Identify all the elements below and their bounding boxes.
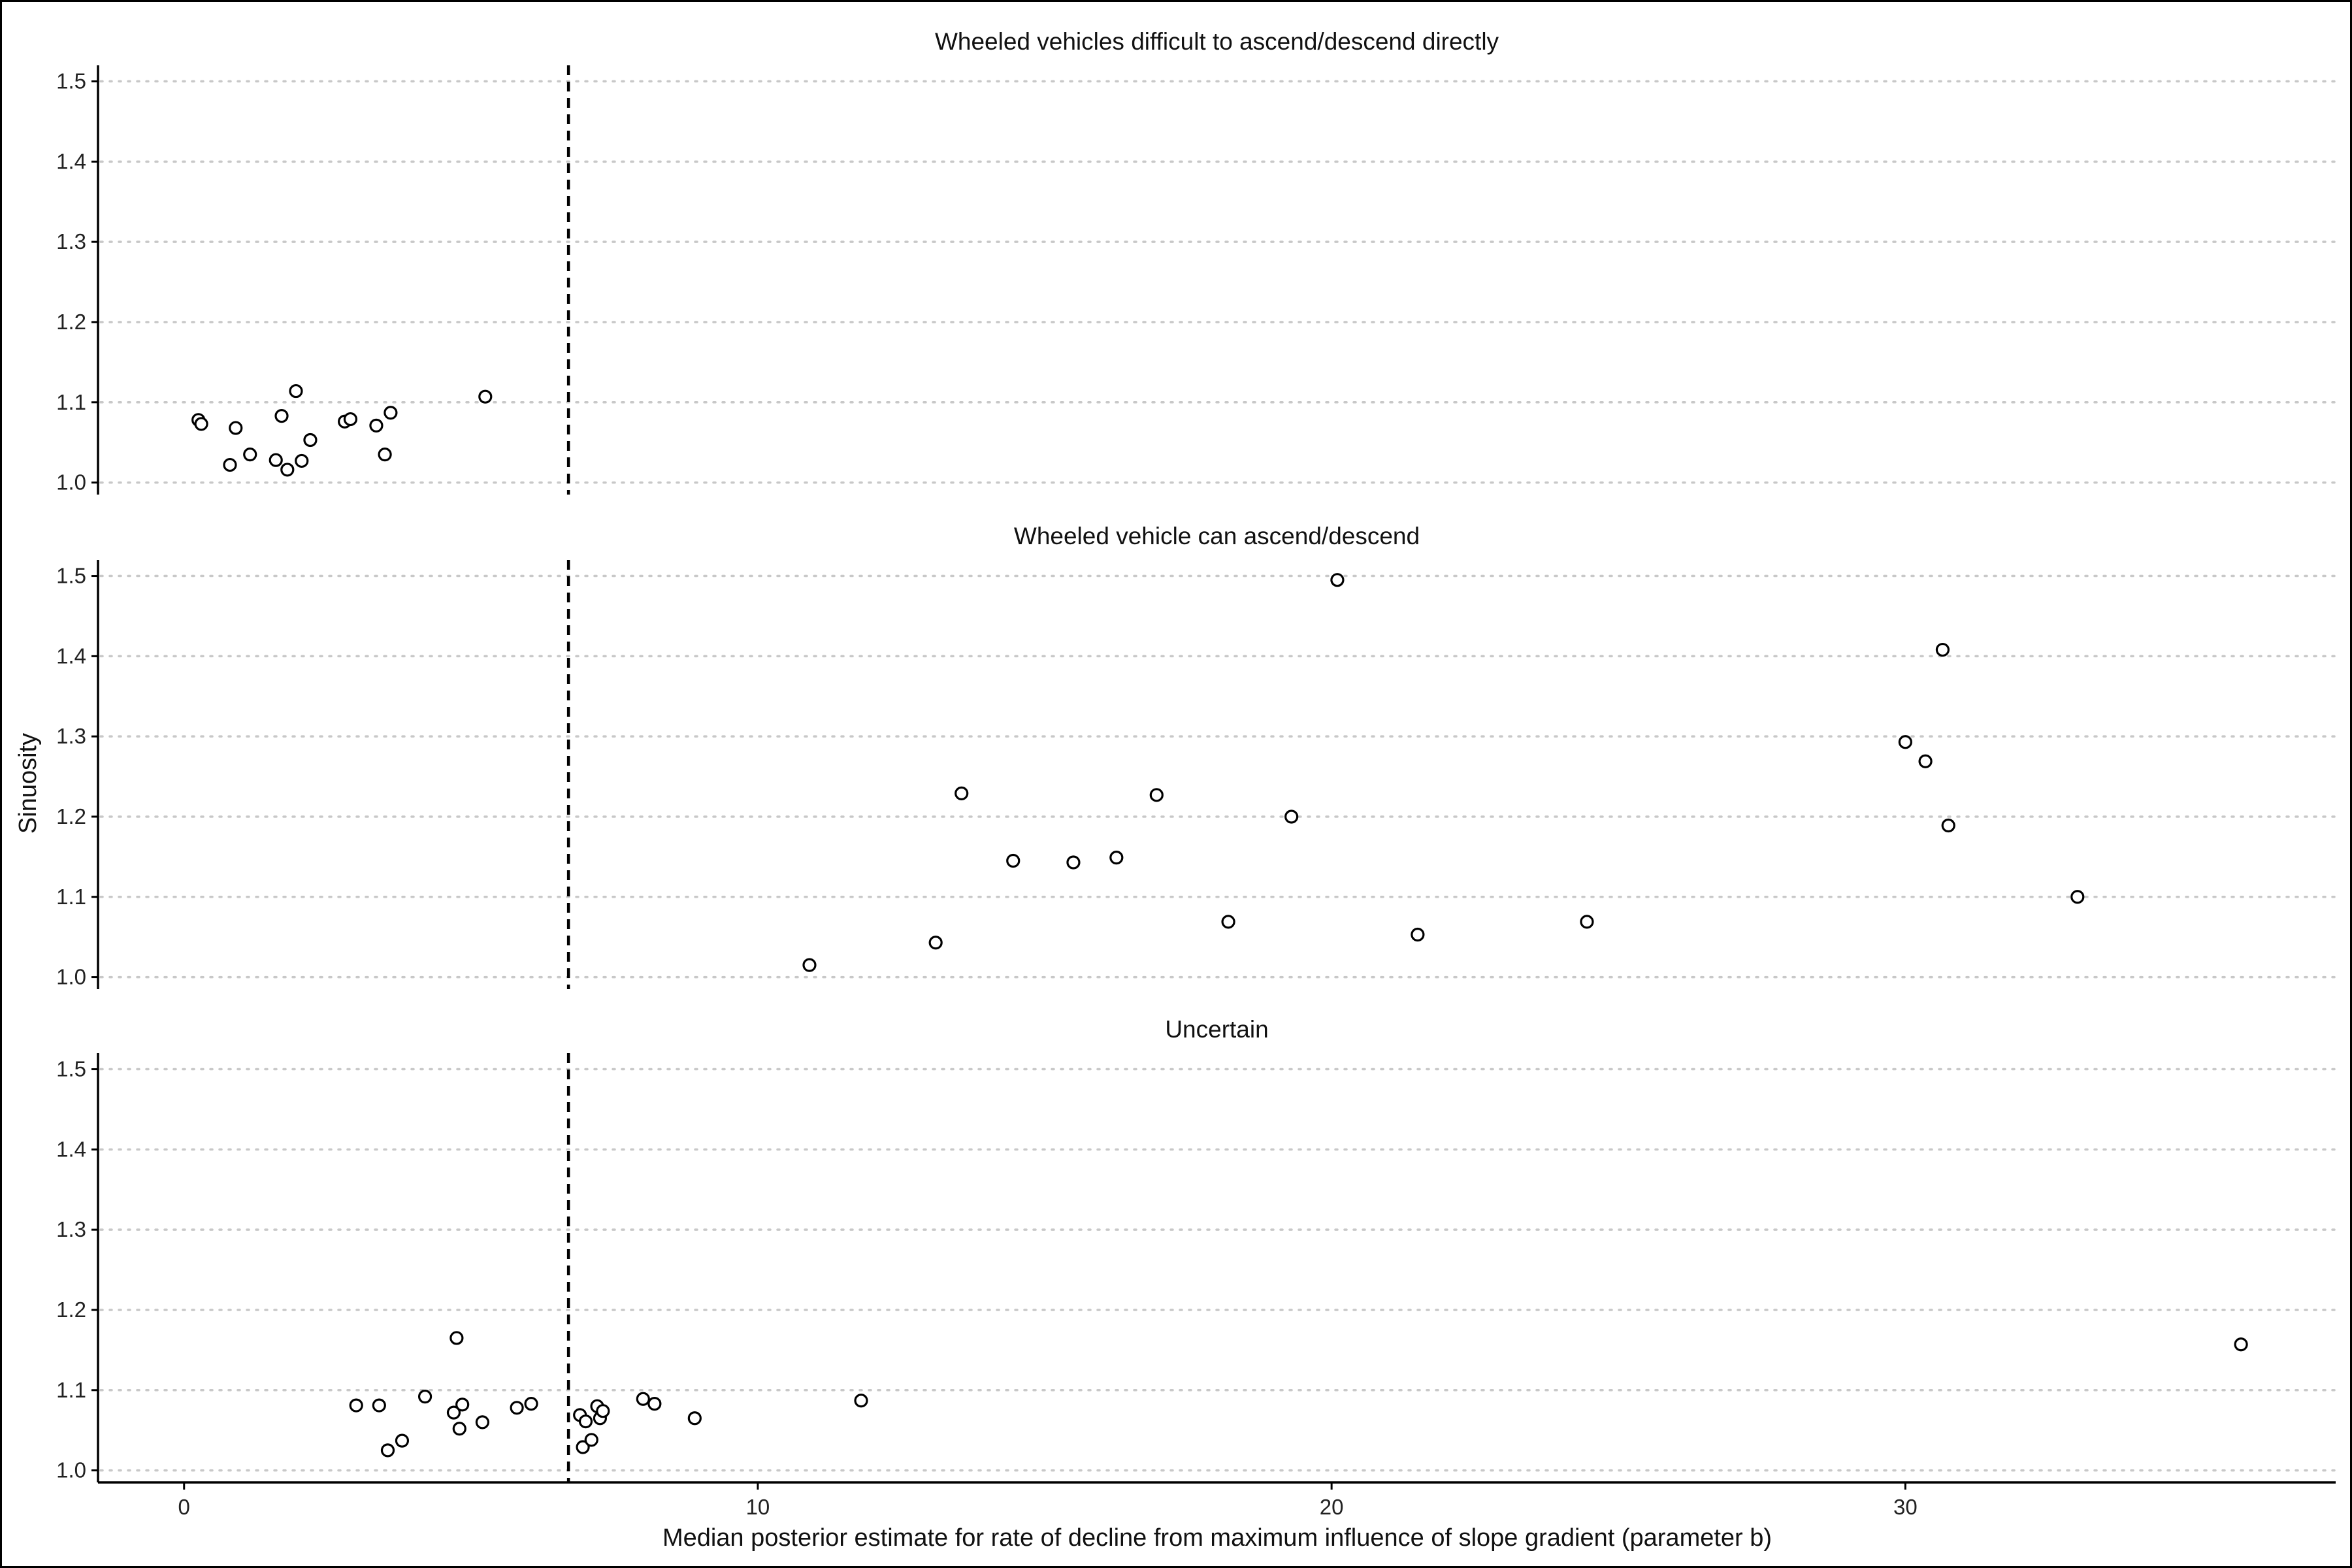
data-point (229, 421, 243, 435)
data-point (449, 1331, 464, 1345)
data-point (446, 1405, 461, 1420)
data-point (687, 1411, 702, 1426)
data-point (343, 412, 358, 427)
data-point (1149, 788, 1164, 802)
data-point (280, 463, 295, 477)
panel-title: Wheeled vehicle can ascend/descend (1014, 523, 1420, 549)
panels: Wheeled vehicles difficult to ascend/des… (56, 28, 2337, 1482)
data-point (524, 1397, 538, 1411)
data-point (349, 1398, 363, 1413)
data-point (1109, 851, 1124, 865)
data-point (1221, 915, 1235, 929)
x-axis: 0 10 20 30 (98, 1481, 2336, 1519)
y-tick-label: 1.4 (56, 644, 86, 668)
data-point (510, 1401, 524, 1415)
data-point (455, 1397, 470, 1412)
data-point (303, 433, 318, 448)
data-point (955, 786, 969, 800)
y-tick-label: 1.0 (56, 1458, 86, 1482)
data-point (380, 1443, 395, 1458)
data-point (1941, 818, 1955, 833)
data-point (578, 1414, 593, 1429)
y-tick-label: 1.4 (56, 149, 86, 173)
data-point (194, 417, 208, 431)
y-tick-label: 1.1 (56, 885, 86, 909)
data-point (223, 457, 237, 472)
data-point (384, 406, 398, 420)
data-point (2070, 890, 2085, 904)
data-point (1918, 754, 1933, 768)
panel-title: Uncertain (1165, 1016, 1268, 1043)
data-point (378, 447, 392, 462)
x-tick-label: 30 (1893, 1495, 1918, 1519)
data-point (478, 389, 493, 404)
data-point (928, 936, 943, 950)
data-point (372, 1398, 386, 1413)
y-tick-label: 1.5 (56, 69, 86, 93)
data-point (584, 1433, 598, 1447)
y-axis-title: Sinuosity (14, 733, 42, 834)
data-point (647, 1397, 662, 1411)
y-tick-label: 1.3 (56, 229, 86, 253)
panel-1: Wheeled vehicles difficult to ascend/des… (56, 28, 2337, 495)
data-point (1898, 735, 1912, 749)
data-point (269, 453, 283, 467)
data-point (802, 958, 817, 972)
y-tick-label: 1.5 (56, 564, 86, 588)
y-tick-label: 1.2 (56, 310, 86, 334)
data-point (596, 1404, 610, 1418)
data-point (243, 447, 257, 462)
data-point (1411, 927, 1425, 942)
data-point (295, 453, 309, 468)
y-tick-label: 1.4 (56, 1137, 86, 1161)
y-tick-label: 1.5 (56, 1057, 86, 1081)
x-tick-label: 20 (1320, 1495, 1344, 1519)
y-tick-label: 1.0 (56, 470, 86, 495)
data-point (2234, 1337, 2248, 1352)
data-point (1284, 809, 1299, 824)
data-point (395, 1433, 410, 1448)
data-point (1006, 853, 1021, 868)
y-tick-label: 1.1 (56, 1378, 86, 1402)
data-point (1580, 915, 1594, 929)
data-point (1330, 573, 1345, 587)
panel-3: Uncertain 1.0 1.1 1.2 1.3 1.4 1.5 (56, 1016, 2337, 1482)
data-point (636, 1392, 650, 1406)
y-tick-label: 1.0 (56, 965, 86, 989)
x-axis-title: Median posterior estimate for rate of de… (662, 1524, 1772, 1552)
data-point (475, 1415, 489, 1429)
data-point (289, 384, 303, 399)
y-tick-label: 1.2 (56, 804, 86, 828)
x-tick-label: 10 (746, 1495, 770, 1519)
y-tick-label: 1.2 (56, 1298, 86, 1322)
x-tick-label: 0 (178, 1495, 190, 1519)
data-point (854, 1394, 868, 1408)
data-point (369, 418, 384, 433)
panel-title: Wheeled vehicles difficult to ascend/des… (935, 28, 1499, 55)
y-tick-label: 1.3 (56, 1217, 86, 1241)
data-point (576, 1440, 590, 1454)
data-point (417, 1390, 433, 1404)
y-tick-label: 1.1 (56, 390, 86, 414)
data-point (274, 409, 289, 423)
data-point (1066, 855, 1081, 870)
data-point (1935, 642, 1950, 657)
panel-2: Wheeled vehicle can ascend/descend 1.0 1.1… (56, 523, 2337, 989)
data-point (452, 1422, 466, 1436)
y-tick-label: 1.3 (56, 724, 86, 748)
